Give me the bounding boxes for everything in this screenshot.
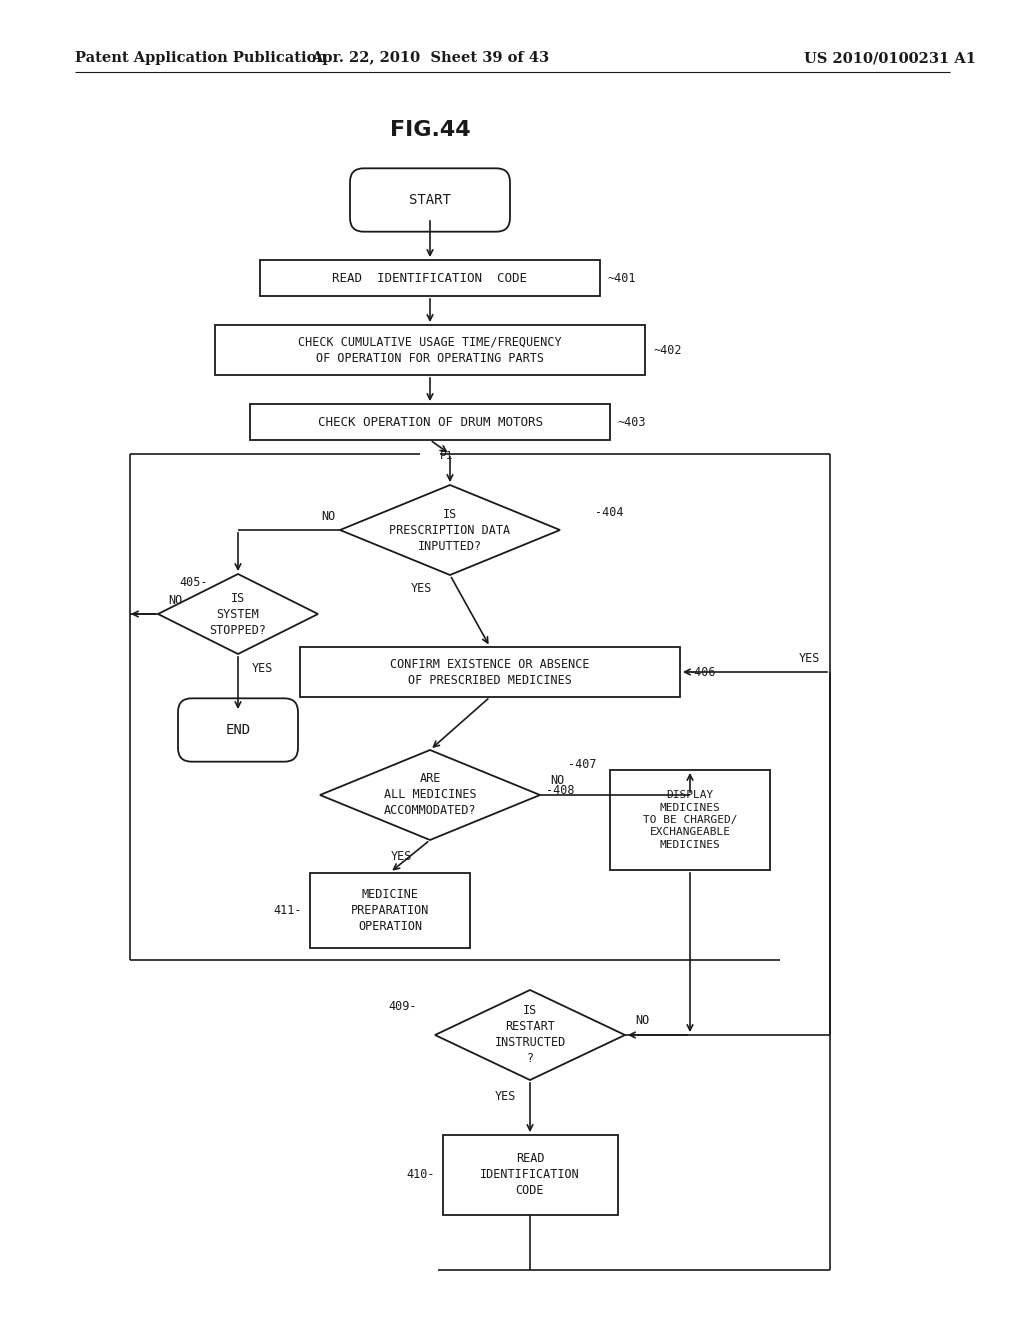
Polygon shape bbox=[340, 484, 560, 576]
FancyBboxPatch shape bbox=[442, 1135, 617, 1214]
Text: START: START bbox=[409, 193, 451, 207]
Text: 409-: 409- bbox=[388, 1001, 417, 1014]
FancyBboxPatch shape bbox=[300, 647, 680, 697]
Text: NO: NO bbox=[168, 594, 182, 606]
Text: ~401: ~401 bbox=[608, 272, 637, 285]
Text: CHECK OPERATION OF DRUM MOTORS: CHECK OPERATION OF DRUM MOTORS bbox=[317, 416, 543, 429]
Text: US 2010/0100231 A1: US 2010/0100231 A1 bbox=[804, 51, 976, 65]
Text: -407: -407 bbox=[568, 759, 597, 771]
Text: YES: YES bbox=[252, 661, 273, 675]
Polygon shape bbox=[319, 750, 540, 840]
Text: YES: YES bbox=[799, 652, 820, 664]
Text: YES: YES bbox=[495, 1089, 516, 1102]
Text: 411-: 411- bbox=[273, 903, 302, 916]
Text: P1: P1 bbox=[440, 451, 454, 461]
Text: ~406: ~406 bbox=[688, 665, 717, 678]
Text: NO: NO bbox=[635, 1015, 649, 1027]
Text: END: END bbox=[225, 723, 251, 737]
Text: 410-: 410- bbox=[406, 1168, 434, 1181]
Text: YES: YES bbox=[411, 582, 432, 595]
FancyBboxPatch shape bbox=[178, 698, 298, 762]
Text: READ  IDENTIFICATION  CODE: READ IDENTIFICATION CODE bbox=[333, 272, 527, 285]
Text: DISPLAY
MEDICINES
TO BE CHARGED/
EXCHANGEABLE
MEDICINES: DISPLAY MEDICINES TO BE CHARGED/ EXCHANG… bbox=[643, 791, 737, 850]
Text: NO: NO bbox=[321, 510, 335, 523]
Text: Patent Application Publication: Patent Application Publication bbox=[75, 51, 327, 65]
Text: READ
IDENTIFICATION
CODE: READ IDENTIFICATION CODE bbox=[480, 1152, 580, 1197]
FancyBboxPatch shape bbox=[350, 169, 510, 232]
Text: NO: NO bbox=[550, 775, 564, 788]
Text: IS
PRESCRIPTION DATA
INPUTTED?: IS PRESCRIPTION DATA INPUTTED? bbox=[389, 507, 511, 553]
Text: -408: -408 bbox=[547, 784, 575, 796]
FancyBboxPatch shape bbox=[250, 404, 610, 440]
Text: MEDICINE
PREPARATION
OPERATION: MEDICINE PREPARATION OPERATION bbox=[351, 887, 429, 932]
Text: CONFIRM EXISTENCE OR ABSENCE
OF PRESCRIBED MEDICINES: CONFIRM EXISTENCE OR ABSENCE OF PRESCRIB… bbox=[390, 657, 590, 686]
Polygon shape bbox=[158, 574, 318, 653]
Text: -404: -404 bbox=[595, 506, 624, 519]
FancyBboxPatch shape bbox=[310, 873, 470, 948]
Text: ~402: ~402 bbox=[653, 343, 682, 356]
FancyBboxPatch shape bbox=[215, 325, 645, 375]
Text: CHECK CUMULATIVE USAGE TIME/FREQUENCY
OF OPERATION FOR OPERATING PARTS: CHECK CUMULATIVE USAGE TIME/FREQUENCY OF… bbox=[298, 335, 562, 364]
Polygon shape bbox=[435, 990, 625, 1080]
Text: IS
SYSTEM
STOPPED?: IS SYSTEM STOPPED? bbox=[210, 591, 266, 636]
Text: ARE
ALL MEDICINES
ACCOMMODATED?: ARE ALL MEDICINES ACCOMMODATED? bbox=[384, 772, 476, 817]
Text: FIG.44: FIG.44 bbox=[390, 120, 470, 140]
Text: ~403: ~403 bbox=[618, 416, 646, 429]
Text: Apr. 22, 2010  Sheet 39 of 43: Apr. 22, 2010 Sheet 39 of 43 bbox=[311, 51, 549, 65]
Text: YES: YES bbox=[390, 850, 412, 862]
Text: 405-: 405- bbox=[179, 576, 208, 589]
FancyBboxPatch shape bbox=[610, 770, 770, 870]
Text: IS
RESTART
INSTRUCTED
?: IS RESTART INSTRUCTED ? bbox=[495, 1005, 565, 1065]
FancyBboxPatch shape bbox=[260, 260, 600, 296]
